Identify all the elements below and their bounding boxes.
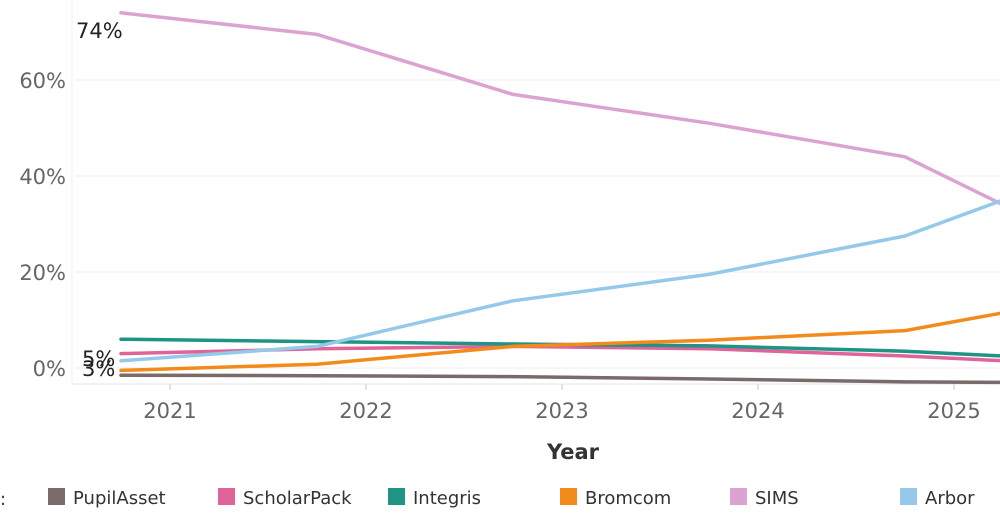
gridlines bbox=[75, 79, 1000, 369]
x-tick-label: 2023 bbox=[535, 399, 588, 423]
legend-swatch-arbor bbox=[900, 488, 917, 505]
annotation-sims-start: 74% bbox=[76, 19, 123, 43]
legend-swatch-pupilasset bbox=[48, 488, 65, 505]
legend-item-pupilasset: PupilAsset bbox=[48, 488, 166, 509]
series-line-sims bbox=[119, 11, 1000, 206]
y-tick-label: 60% bbox=[19, 69, 66, 93]
legend-label-pupilasset: PupilAsset bbox=[73, 488, 166, 509]
x-tick-label: 2024 bbox=[731, 399, 784, 423]
legend: PupilAsset ScholarPack Integris Bromcom SIMS… bbox=[48, 488, 975, 509]
x-axis-ticks: 2021 2022 2023 2024 2025 bbox=[143, 384, 981, 423]
legend-item-integris: Integris bbox=[388, 488, 481, 509]
series-line-arbor bbox=[119, 199, 1000, 363]
legend-item-sims: SIMS bbox=[730, 488, 799, 509]
legend-item-arbor: Arbor bbox=[900, 488, 975, 509]
axes bbox=[71, 0, 1000, 385]
y-tick-label: 0% bbox=[33, 357, 66, 381]
legend-swatch-integris bbox=[388, 488, 405, 505]
legend-label-arbor: Arbor bbox=[925, 488, 975, 509]
annotation-scholarpack-start: 5% bbox=[82, 347, 115, 371]
x-tick-label: 2025 bbox=[927, 399, 980, 423]
series-line-pupilasset bbox=[119, 373, 1000, 385]
legend-item-bromcom: Bromcom bbox=[560, 488, 671, 509]
x-tick-label: 2021 bbox=[143, 399, 196, 423]
annotation-pupilasset-start: 3% bbox=[82, 357, 115, 381]
legend-label-integris: Integris bbox=[413, 488, 481, 509]
series-lines bbox=[119, 11, 1000, 385]
legend-swatch-bromcom bbox=[560, 488, 577, 505]
legend-marker: : bbox=[0, 489, 6, 510]
legend-item-scholarpack: ScholarPack bbox=[218, 488, 352, 509]
x-tick-label: 2022 bbox=[339, 399, 392, 423]
legend-label-scholarpack: ScholarPack bbox=[243, 488, 352, 509]
y-tick-label: 40% bbox=[19, 165, 66, 189]
legend-label-bromcom: Bromcom bbox=[585, 488, 671, 509]
y-axis-ticks: 0% 20% 40% 60% bbox=[19, 69, 66, 381]
y-tick-label: 20% bbox=[19, 261, 66, 285]
legend-swatch-sims bbox=[730, 488, 747, 505]
legend-label-sims: SIMS bbox=[755, 488, 799, 509]
annotations: 74% 5% 3% bbox=[76, 19, 123, 381]
x-axis-title: Year bbox=[546, 440, 600, 464]
legend-swatch-scholarpack bbox=[218, 488, 235, 505]
series-line-bromcom bbox=[119, 311, 1000, 373]
